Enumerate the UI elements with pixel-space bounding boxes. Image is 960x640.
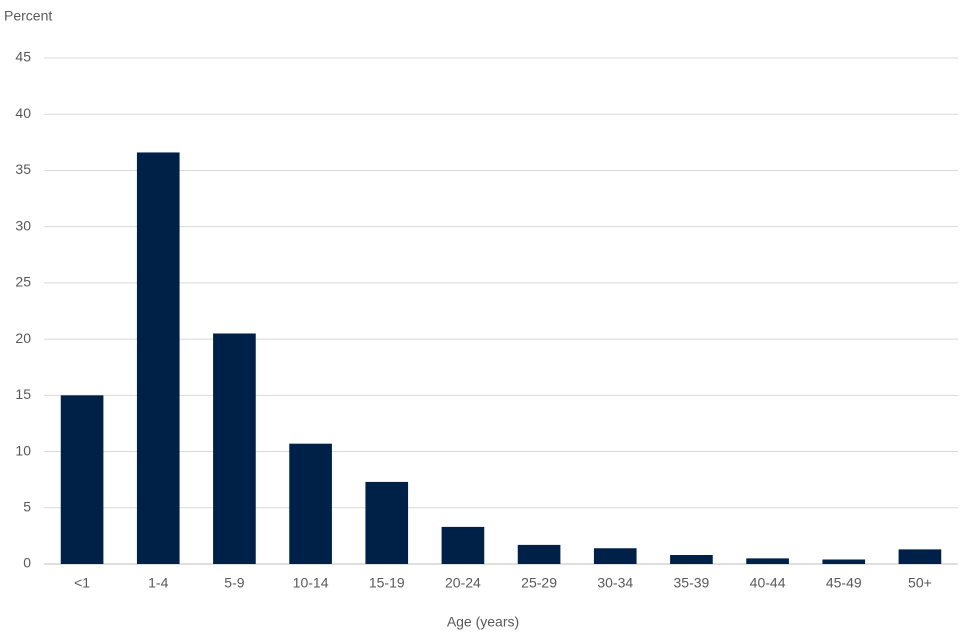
bar xyxy=(289,443,332,564)
bar xyxy=(213,333,256,564)
x-tick-label: 20-24 xyxy=(445,575,481,591)
bar xyxy=(898,549,942,564)
y-tick-label: 45 xyxy=(15,49,31,65)
x-tick-label: 35-39 xyxy=(674,575,710,591)
y-tick-label: 5 xyxy=(23,498,31,514)
y-tick-label: 25 xyxy=(15,274,31,290)
bar xyxy=(136,152,180,564)
x-axis-label: Age (years) xyxy=(447,614,519,630)
y-tick-label: 30 xyxy=(15,217,31,233)
bar xyxy=(746,558,789,564)
bar xyxy=(60,395,104,564)
y-axis-label: Percent xyxy=(4,8,52,24)
x-tick-label: 50+ xyxy=(908,575,932,591)
bar xyxy=(670,555,713,564)
x-tick-label: 1-4 xyxy=(148,575,168,591)
bar xyxy=(822,559,866,564)
x-tick-label: 15-19 xyxy=(369,575,405,591)
y-tick-label: 20 xyxy=(15,330,31,346)
x-tick-label: 10-14 xyxy=(293,575,329,591)
x-tick-label: 25-29 xyxy=(521,575,557,591)
y-tick-label: 35 xyxy=(15,161,31,177)
x-tick-label: 30-34 xyxy=(597,575,633,591)
y-tick-label: 0 xyxy=(23,555,31,571)
x-tick-label: 40-44 xyxy=(750,575,786,591)
x-tick-label: 45-49 xyxy=(826,575,862,591)
bar xyxy=(517,544,561,564)
x-tick-label: <1 xyxy=(74,575,90,591)
y-tick-label: 15 xyxy=(15,386,31,402)
bar xyxy=(441,526,485,564)
y-tick-label: 40 xyxy=(15,105,31,121)
bar xyxy=(593,548,637,564)
bar xyxy=(365,481,409,564)
x-tick-label: 5-9 xyxy=(224,575,244,591)
y-tick-label: 10 xyxy=(15,442,31,458)
